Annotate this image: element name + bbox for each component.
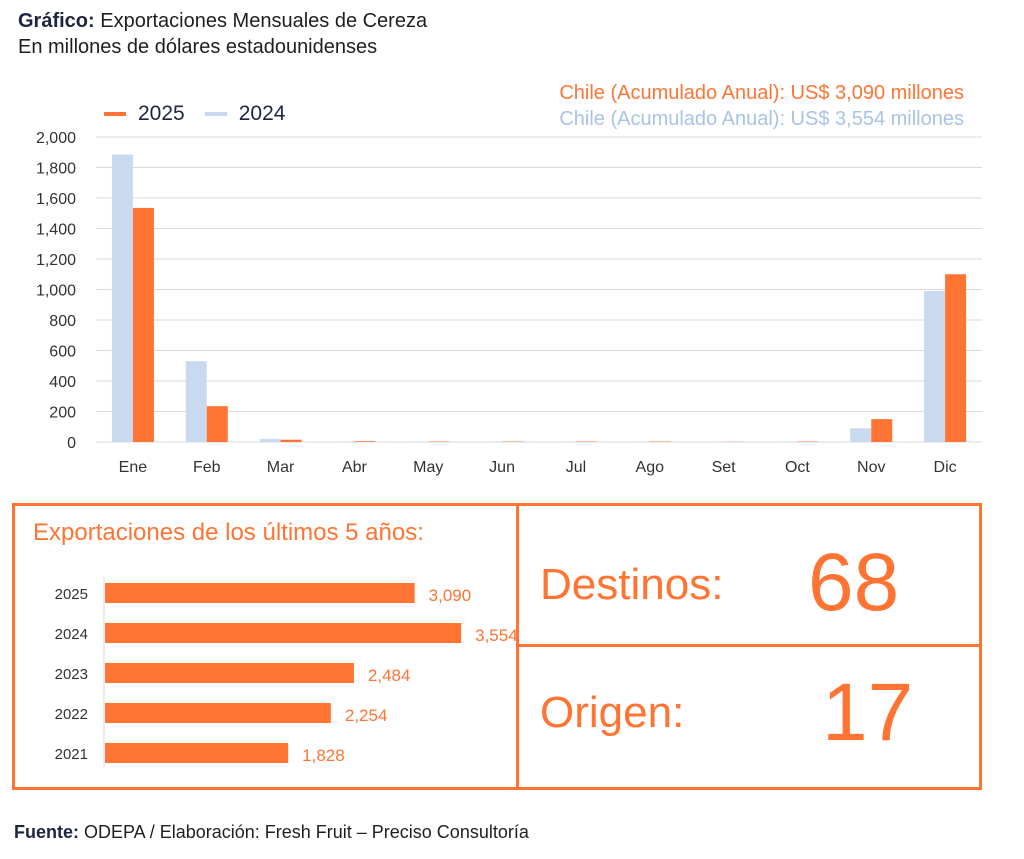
legend: 2025 2024: [104, 102, 305, 126]
five-category-label: 2022: [55, 706, 88, 723]
bar-2025-nov: [871, 419, 893, 442]
x-tick-label: Jul: [566, 459, 586, 476]
bar-2024-mar: [259, 438, 281, 442]
five-bar-2025: [105, 583, 415, 603]
five-value-label: 2,254: [345, 706, 388, 725]
x-tick-label: Oct: [785, 459, 810, 476]
x-tick-label: Ene: [119, 459, 148, 476]
legend-swatch-2024: [204, 112, 227, 116]
x-tick-label: Ago: [636, 459, 665, 476]
x-tick-label: Abr: [342, 459, 368, 476]
five-bar-2021: [105, 743, 289, 763]
y-tick-label: 0: [67, 435, 76, 452]
chart-subtitle: En millones de dólares estadounidenses: [18, 36, 378, 58]
title-text: Exportaciones Mensuales de Cereza: [94, 10, 428, 32]
five-bar-2024: [105, 623, 462, 643]
x-tick-label: Nov: [857, 459, 885, 476]
bar-2025-ene: [132, 207, 154, 442]
destinos-value: 68: [808, 537, 900, 628]
x-tick-label: May: [413, 459, 443, 476]
title-prefix: Gráfico:: [18, 10, 95, 32]
source-footer: Fuente: ODEPA / Elaboración: Fresh Fruit…: [14, 822, 529, 843]
y-tick-label: 800: [49, 313, 76, 330]
five-bar-2022: [105, 703, 331, 723]
legend-label-2024: 2024: [238, 102, 286, 125]
five-value-label: 3,554: [475, 626, 518, 645]
origen-label: Origen:: [540, 688, 685, 737]
x-tick-label: Set: [712, 459, 737, 476]
x-tick-label: Jun: [489, 459, 515, 476]
y-tick-label: 1,000: [36, 283, 76, 300]
bar-2025-mar: [280, 439, 302, 442]
legend-label-2025: 2025: [138, 102, 185, 125]
five-category-label: 2025: [55, 586, 88, 603]
origen-value: 17: [822, 667, 914, 758]
five-value-label: 2,484: [368, 666, 411, 685]
five-value-label: 1,828: [302, 746, 345, 765]
x-tick-label: Mar: [267, 459, 295, 476]
legend-swatch-2025: [104, 112, 126, 116]
chart-title: Gráfico: Exportaciones Mensuales de Cere…: [18, 8, 427, 34]
y-tick-label: 1,200: [36, 252, 76, 269]
destinos-label: Destinos:: [540, 560, 724, 609]
cumulative-2024: Chile (Acumulado Anual): US$ 3,554 millo…: [559, 108, 964, 130]
five-category-label: 2023: [55, 666, 88, 683]
bar-2025-feb: [206, 406, 228, 442]
bar-2024-nov: [850, 428, 872, 442]
y-tick-label: 1,800: [36, 161, 76, 178]
cumulative-2025: Chile (Acumulado Anual): US$ 3,090 millo…: [559, 82, 964, 104]
bar-2025-dic: [945, 274, 967, 442]
five-year-bar-chart: 2025 3,090 2024 3,554 2023 2,484 2022 2,254 2021…: [55, 577, 518, 767]
x-tick-label: Feb: [193, 459, 221, 476]
bar-2024-dic: [924, 291, 946, 442]
x-tick-label: Dic: [934, 459, 957, 476]
five-value-label: 3,090: [429, 586, 472, 605]
y-tick-label: 1,400: [36, 222, 76, 239]
panel-divider-vertical: [516, 503, 519, 790]
panel-divider-horizontal: [518, 644, 982, 647]
bar-2024-ene: [111, 154, 133, 442]
y-tick-label: 600: [49, 344, 76, 361]
legend-item-2025: 2025: [104, 102, 185, 126]
monthly-bar-chart: 0 200 400 600 800 1,000 1,200 1,400 1,600 1,800 2,…: [36, 130, 982, 476]
footer-prefix: Fuente:: [14, 822, 79, 842]
bar-2025-abr: [354, 441, 376, 442]
y-tick-label: 200: [49, 405, 76, 422]
legend-item-2024: 2024: [204, 102, 286, 126]
bar-2024-feb: [185, 361, 207, 442]
y-tick-label: 2,000: [36, 130, 76, 147]
y-tick-label: 1,600: [36, 191, 76, 208]
footer-text: ODEPA / Elaboración: Fresh Fruit – Preci…: [79, 822, 529, 842]
five-category-label: 2024: [55, 626, 88, 643]
five-bar-2023: [105, 663, 354, 683]
five-year-title: Exportaciones de los últimos 5 años:: [33, 519, 424, 546]
five-category-label: 2021: [55, 746, 88, 763]
y-tick-label: 400: [49, 374, 76, 391]
